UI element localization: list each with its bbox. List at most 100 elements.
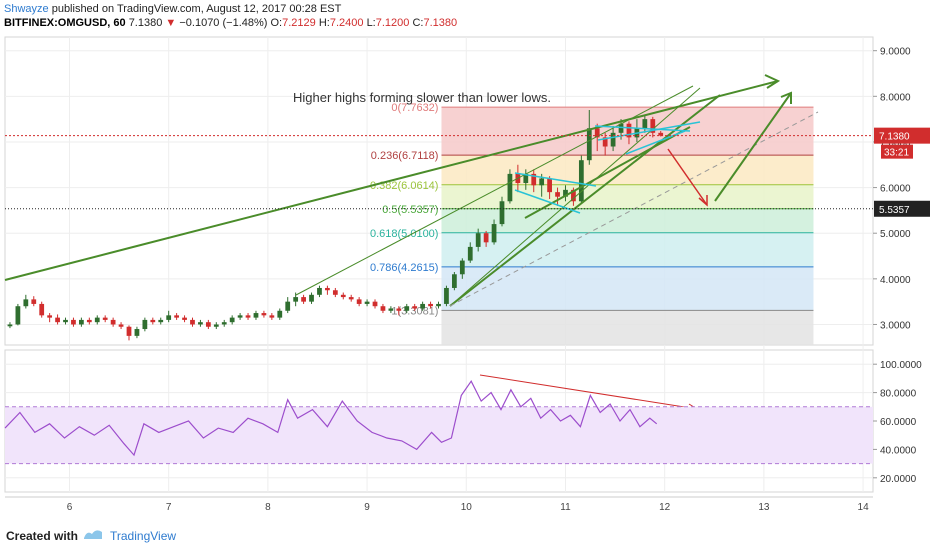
fib-level-label: 0.236(6.7118): [371, 150, 439, 162]
time-tick-label: 7: [166, 502, 172, 513]
time-tick-label: 11: [560, 502, 571, 513]
candle-body: [182, 317, 187, 320]
fib-zone: [441, 155, 814, 185]
candle-body: [79, 319, 84, 325]
flag-line-upper-1: [514, 172, 597, 187]
drawings[interactable]: [4, 74, 819, 413]
candle-body: [483, 233, 489, 243]
candle-body: [523, 173, 529, 184]
candle-body: [412, 306, 418, 309]
axes: 678910111213149.00008.00007.00006.00005.…: [5, 47, 930, 513]
candle-body: [444, 287, 449, 304]
candle-body: [7, 324, 13, 327]
time-tick-label: 12: [659, 502, 671, 513]
candle-body: [626, 123, 632, 138]
candle-body: [547, 178, 552, 193]
level-badge: [874, 200, 930, 217]
candle-body: [325, 287, 330, 291]
candle-body: [31, 299, 37, 304]
rsi-band-fill: [5, 406, 873, 464]
rsi-tick-label: 100.0000: [880, 360, 922, 371]
price-change: −0.1070 (−1.48%): [179, 17, 268, 29]
long-trend-line: [4, 80, 779, 281]
candle-body: [420, 303, 426, 309]
candle-body: [15, 306, 21, 325]
fib-level-label: 1(3.3081): [391, 305, 438, 317]
fib-level-label: 0.786(4.2615): [370, 262, 439, 274]
time-tick-label: 8: [265, 502, 271, 513]
candle-body: [23, 299, 29, 307]
candle-body: [245, 315, 251, 318]
candle-body: [332, 290, 338, 295]
author-link[interactable]: Shwayze: [4, 3, 49, 15]
price-tick-label: 9.0000: [880, 47, 911, 58]
candle-body: [229, 317, 235, 323]
candle-body: [213, 324, 219, 327]
candle-body: [55, 317, 60, 323]
up-projection-arrowhead: [780, 91, 792, 104]
publish-line: Shwayze published on TradingView.com, Au…: [4, 2, 457, 16]
countdown-label: 33:21: [884, 148, 909, 159]
symbol-label[interactable]: BITFINEX:OMGUSD, 60: [4, 17, 126, 29]
price-tick-label: 4.0000: [880, 275, 911, 286]
candle-body: [174, 315, 179, 318]
footer: Created with TradingView: [0, 520, 932, 550]
candle-body: [340, 294, 346, 298]
candle-body: [364, 301, 370, 304]
candle-body: [205, 322, 211, 327]
candle-body: [134, 329, 140, 336]
projection-dashed-line: [449, 111, 819, 307]
last-price: 7.1380: [128, 17, 163, 29]
candle-body: [428, 303, 433, 307]
candle-body: [404, 306, 410, 311]
price-tick-label: 6.0000: [880, 184, 911, 195]
candle-body: [436, 303, 441, 307]
candle-body: [198, 322, 203, 325]
candle-body: [190, 319, 195, 325]
high-label: H:: [318, 17, 330, 29]
candle-body: [658, 132, 664, 136]
candle-body: [261, 313, 267, 316]
triangle-down-icon: ▼: [165, 17, 177, 29]
candle-body: [507, 173, 513, 202]
candle-body: [86, 319, 92, 323]
fib-level-label: 0.5(5.5357): [382, 204, 438, 216]
candle-body: [293, 297, 299, 302]
candle-body: [586, 128, 592, 161]
rsi-tick-label: 20.0000: [880, 474, 917, 485]
tradingview-brand-link[interactable]: TradingView: [110, 529, 177, 543]
candle-body: [309, 294, 314, 302]
candle-body: [39, 303, 45, 316]
open-label: O:: [270, 17, 283, 29]
time-tick-label: 14: [858, 502, 870, 513]
fib-level-label: 0.382(6.0614): [370, 180, 439, 192]
fib-zone: [441, 310, 814, 345]
chart-canvas[interactable]: 0(7.7632) 0.236(6.7118) 0.382(6.0614) 0.5(5…: [0, 0, 932, 520]
price-tick-label: 5.0000: [880, 229, 911, 240]
flag-line-upper-2: [594, 125, 691, 132]
candle-body: [150, 319, 156, 323]
mid-trend-line: [449, 87, 701, 307]
fibonacci-retracement[interactable]: 0(7.7632) 0.236(6.7118) 0.382(6.0614) 0.5(5…: [370, 102, 814, 345]
candle-body: [166, 315, 172, 320]
candle-body: [499, 201, 505, 225]
rsi-tick-label: 80.0000: [880, 389, 917, 400]
candle-body: [102, 317, 108, 320]
candle-body: [372, 301, 378, 307]
candle-body: [301, 297, 306, 302]
last-price-label: 7.1380: [879, 132, 910, 143]
rsi-pane: [4, 380, 873, 465]
candle-body: [578, 160, 584, 202]
open-value: 7.2129: [282, 17, 316, 29]
rsi-divergence-line: [479, 374, 698, 410]
candle-body: [285, 301, 291, 311]
candle-body: [388, 308, 394, 311]
high-value: 7.2400: [329, 17, 364, 29]
chart-annotation: Higher highs forming slower than lower l…: [293, 90, 551, 105]
close-value: 7.1380: [423, 17, 458, 29]
candle-body: [610, 132, 616, 147]
price-tick-label: 3.0000: [880, 320, 911, 331]
candle-body: [531, 173, 537, 186]
candle-body: [396, 308, 402, 311]
candle-body: [650, 119, 656, 133]
